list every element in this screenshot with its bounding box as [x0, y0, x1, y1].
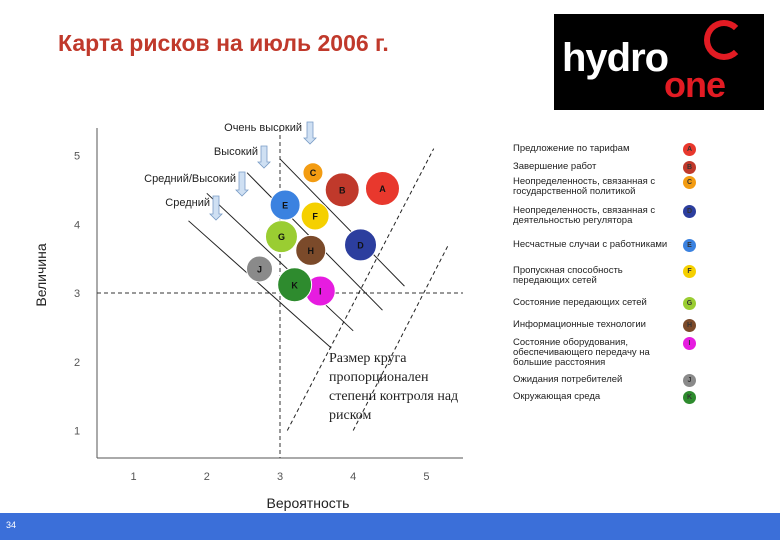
legend-item-label: Предложение по тарифам	[513, 143, 630, 154]
legend-marker: C	[683, 176, 696, 189]
zone-label: Средний/Высокий	[144, 173, 236, 185]
bubble-label: H	[307, 246, 314, 256]
zone-arrow-icon	[209, 195, 223, 221]
x-tick-label: 5	[423, 471, 429, 483]
y-tick-label: 4	[74, 219, 80, 231]
y-tick-label: 2	[74, 357, 80, 369]
logo-text-bottom: one	[664, 64, 726, 105]
risk-bubble	[344, 228, 378, 262]
zone-arrow-icon	[235, 171, 249, 197]
legend-item-label: Пропускная способность передающих сетей	[513, 265, 623, 286]
risk-bubble	[269, 189, 301, 221]
y-tick-label: 3	[74, 288, 80, 300]
bubble-label: F	[312, 212, 318, 222]
hydro-one-logo: hydro one	[554, 14, 764, 110]
legend-item-label: Завершение работ	[513, 161, 597, 172]
legend-marker: H	[683, 319, 696, 332]
zone-boundary-line	[286, 148, 435, 431]
zone-label: Высокий	[214, 146, 258, 158]
legend-marker: G	[683, 297, 696, 310]
legend-marker: D	[683, 205, 696, 218]
zone-arrow-icon	[257, 145, 271, 169]
risk-bubble	[300, 201, 330, 231]
bubble-label: E	[282, 201, 288, 211]
legend-marker: F	[683, 265, 696, 278]
x-tick-label: 4	[350, 471, 356, 483]
risk-bubble	[246, 255, 274, 283]
zone-label: Очень высокий	[224, 122, 302, 134]
y-tick-label: 1	[74, 426, 80, 438]
bubble-label: J	[257, 264, 262, 274]
risk-bubble	[364, 171, 400, 206]
zone-label: Средний	[165, 197, 210, 209]
bubble-label: G	[278, 232, 285, 242]
bubble-label: A	[379, 184, 386, 194]
legend-item-label: Несчастные случаи с работниками	[513, 239, 668, 250]
risk-bubble	[277, 267, 313, 303]
logo-text-top: hydro	[562, 36, 669, 80]
legend-item-label: Ожидания потребителей	[513, 374, 623, 385]
x-tick-label: 2	[204, 471, 210, 483]
page-number: 34	[6, 520, 17, 530]
risk-bubble	[302, 162, 324, 184]
legend-item-label: Окружающая среда	[513, 391, 601, 402]
logo-swirl-icon	[704, 20, 744, 60]
legend-marker: K	[683, 391, 696, 404]
legend-marker: B	[683, 161, 696, 174]
legend-item-label: Неопределенность, связанная с деятельнос…	[513, 205, 656, 226]
bubble-label: I	[319, 286, 322, 296]
page-title: Карта рисков на июль 2006 г.	[58, 30, 389, 56]
legend-item-label: Состояние оборудования, обеспечивающего …	[513, 337, 650, 368]
zone-arrow-icon	[303, 121, 317, 145]
y-axis-label: Величина	[33, 243, 49, 306]
x-tick-label: 1	[131, 471, 137, 483]
legend-item-label: Состояние передающих сетей	[513, 297, 647, 308]
zone-boundary-line	[188, 220, 332, 349]
legend-marker: E	[683, 239, 696, 252]
legend-item-label: Неопределенность, связанная с государств…	[513, 176, 656, 197]
legend-marker: J	[683, 374, 696, 387]
legend-marker: A	[683, 143, 696, 156]
risk-bubble	[324, 172, 360, 208]
bubble-label: B	[339, 185, 346, 195]
x-axis-label: Вероятность	[267, 495, 350, 511]
bubble-label: C	[310, 168, 317, 178]
zone-boundary-line	[206, 192, 354, 332]
risk-bubble	[295, 234, 327, 266]
legend-marker: I	[683, 337, 696, 350]
chart-note: Размер круга пропорционален степени конт…	[329, 351, 459, 423]
legend-item-label: Информационные технологии	[513, 319, 646, 330]
bubble-label: K	[291, 280, 298, 290]
risk-bubble	[264, 220, 298, 254]
x-tick-label: 3	[277, 471, 283, 483]
footer-bar: 34	[0, 513, 780, 540]
bubble-label: D	[357, 240, 364, 250]
zone-boundary-line	[279, 158, 405, 287]
y-tick-label: 5	[74, 151, 80, 163]
